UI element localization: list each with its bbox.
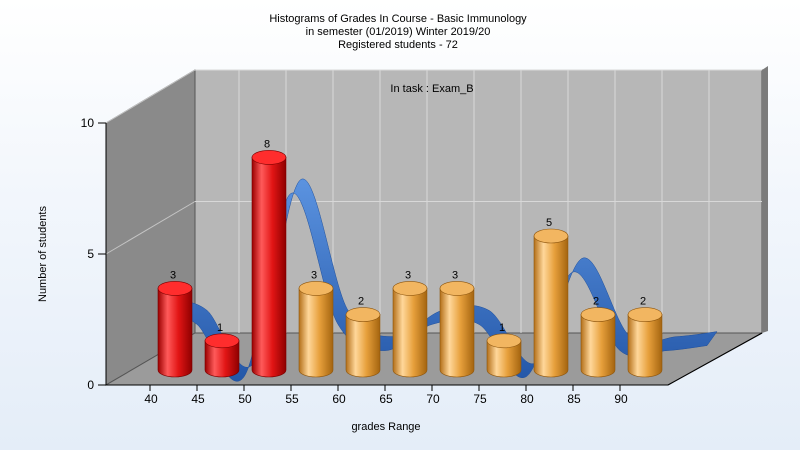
- x-tick-label: 70: [426, 392, 440, 406]
- bars: 3 1 8 3 2 3 3 1 5 2 2: [157, 138, 663, 378]
- bar-value-label: 3: [452, 269, 458, 281]
- bar: 3: [298, 269, 334, 378]
- bar-top: [298, 281, 334, 296]
- x-tick-label: 45: [191, 392, 205, 406]
- bar-body: [392, 288, 428, 378]
- bar-body: [345, 314, 381, 378]
- bar-value-label: 3: [170, 269, 176, 281]
- bar-value-label: 3: [405, 269, 411, 281]
- bar-body: [439, 288, 475, 378]
- bar-top: [392, 281, 428, 296]
- bar-body: [486, 340, 522, 378]
- title-line-3: Registered students - 72: [338, 39, 458, 51]
- bar-value-label: 2: [640, 296, 646, 308]
- plot-walls: [104, 66, 768, 386]
- bar-top: [251, 150, 287, 165]
- x-axis-label: grades Range: [351, 421, 420, 433]
- bar-body: [157, 288, 193, 378]
- y-tick-label: 10: [81, 116, 95, 130]
- bar-value-label: 5: [546, 217, 552, 229]
- bar-body: [251, 157, 287, 378]
- bar: 1: [486, 322, 522, 378]
- bar: 2: [580, 296, 616, 378]
- bar-top: [345, 307, 381, 322]
- bar: 2: [345, 296, 381, 378]
- right-edge: [762, 66, 768, 333]
- annotation-label: In task : Exam_B: [390, 83, 473, 95]
- y-tick-label: 5: [87, 247, 94, 261]
- x-tick-label: 50: [238, 392, 252, 406]
- bar-top: [486, 333, 522, 349]
- x-tick-label: 65: [379, 392, 393, 406]
- bar-top: [533, 228, 569, 244]
- bar-top: [580, 307, 616, 322]
- bar-body: [627, 314, 663, 378]
- x-tick-label: 55: [285, 392, 299, 406]
- chart-title: Histograms of Grades In Course - Basic I…: [269, 13, 527, 51]
- bar-body: [533, 235, 569, 378]
- y-axis-label: Number of students: [37, 206, 49, 302]
- bar-top: [204, 333, 240, 349]
- x-tick-label: 80: [520, 392, 534, 406]
- bar-body: [580, 314, 616, 378]
- x-tick-label: 60: [332, 392, 346, 406]
- title-line-1: Histograms of Grades In Course - Basic I…: [269, 13, 527, 25]
- bar: 3: [439, 269, 475, 378]
- bar-value-label: 2: [593, 296, 599, 308]
- bar-value-label: 3: [311, 269, 317, 281]
- grid-line-side: [105, 201, 196, 255]
- grid-line-side: [105, 69, 196, 124]
- bar: 3: [392, 269, 428, 378]
- bar: 3: [157, 269, 193, 378]
- y-tick-label: 0: [87, 378, 94, 392]
- bar-top: [439, 281, 475, 296]
- bar-value-label: 1: [217, 322, 223, 334]
- bar: 2: [627, 296, 663, 378]
- bar: 1: [204, 322, 240, 378]
- bar: 8: [251, 138, 287, 378]
- bar-value-label: 2: [358, 296, 364, 308]
- bar-value-label: 8: [264, 138, 270, 150]
- bar-body: [298, 288, 334, 378]
- title-line-2: in semester (01/2019) Winter 2019/20: [306, 26, 491, 38]
- bar-top: [157, 281, 193, 296]
- bar-body: [204, 340, 240, 378]
- bar: 5: [533, 217, 569, 378]
- x-tick-label: 75: [473, 392, 487, 406]
- x-tick-label: 85: [567, 392, 581, 406]
- bar-top: [627, 307, 663, 322]
- x-tick-label: 40: [144, 392, 158, 406]
- bar-value-label: 1: [499, 322, 505, 334]
- floor-right-edge: [667, 332, 763, 386]
- x-tick-label: 90: [614, 392, 628, 406]
